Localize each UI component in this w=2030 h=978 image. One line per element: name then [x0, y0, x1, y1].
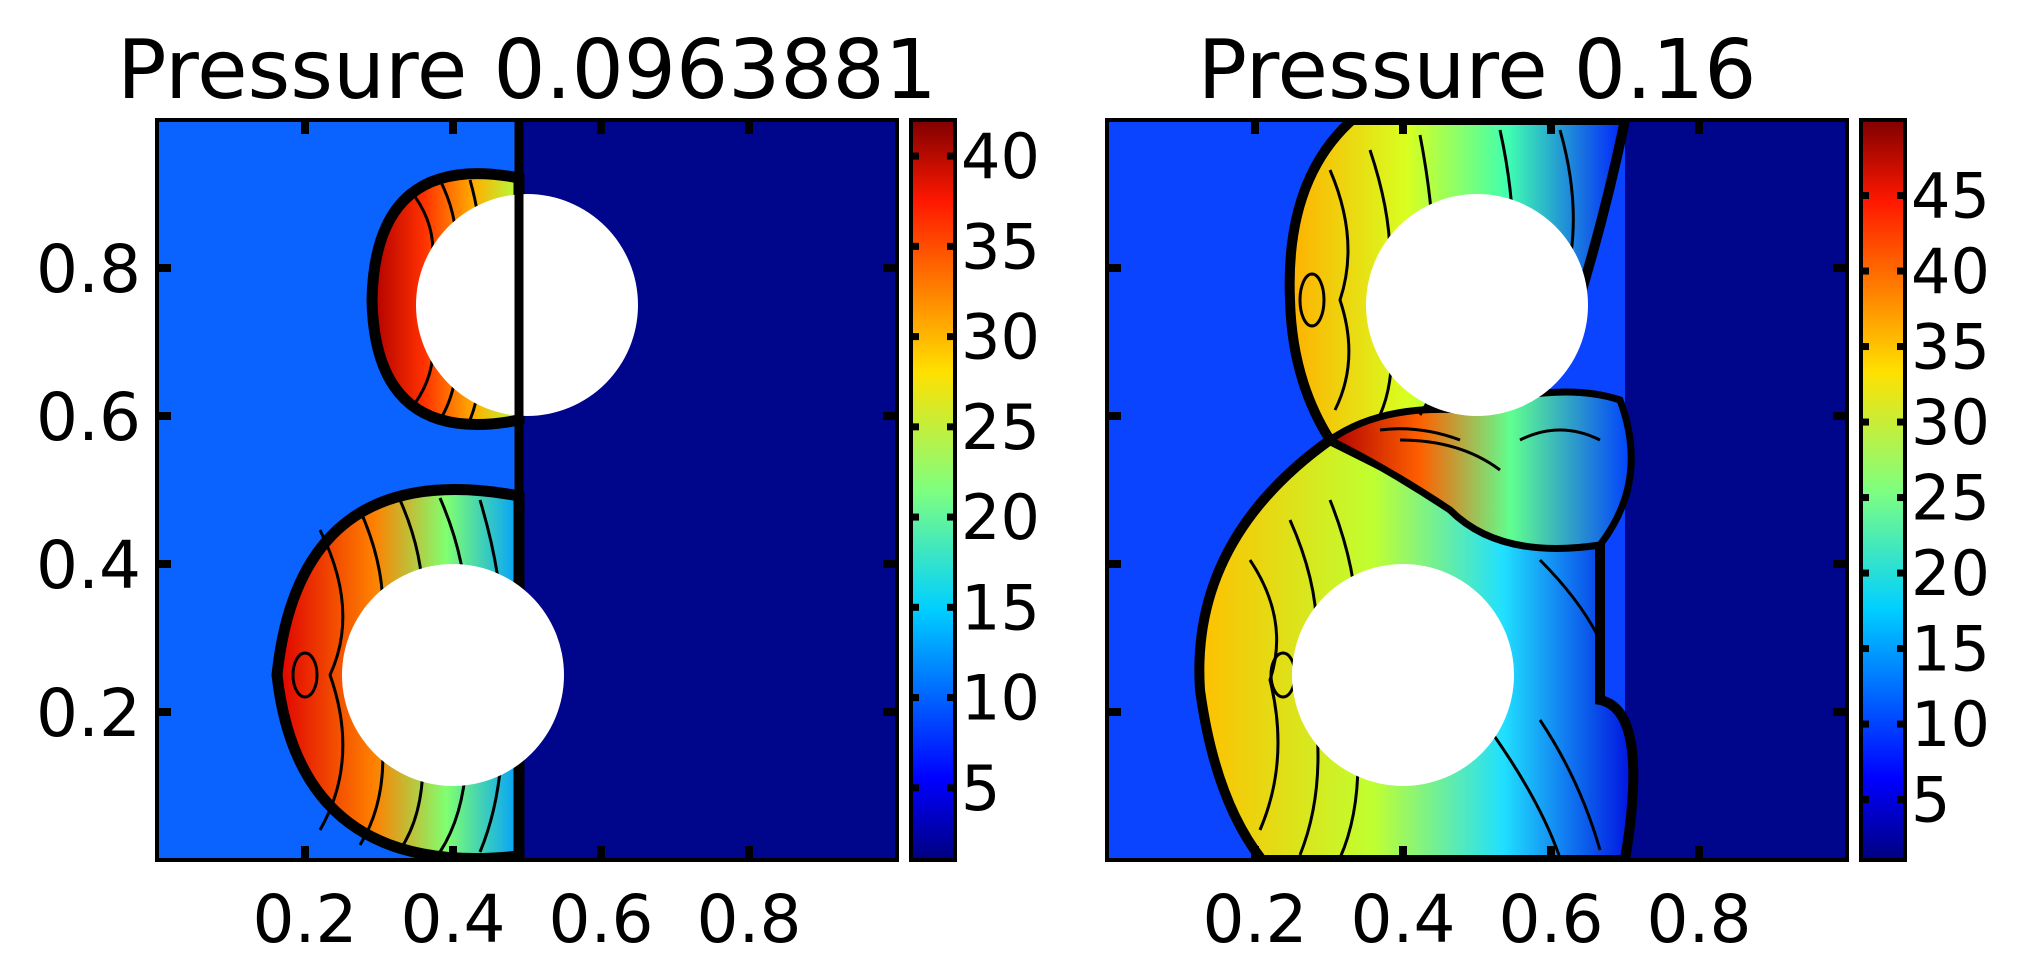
panel-1-ticks: 0.2 0.4 0.6 0.8 0.2 0.4 0.6 0.8 [36, 120, 897, 958]
y-tick-label: 0.6 [36, 379, 141, 456]
x-tick-label: 0.4 [1351, 881, 1456, 958]
panel-2-title: Pressure 0.16 [1198, 23, 1757, 118]
panel-2-ticks: 0.2 0.4 0.6 0.8 [1107, 120, 1847, 958]
panel-1-colorbar-gradient [909, 118, 957, 862]
colorbar-tick-label: 25 [961, 391, 1040, 464]
x-tick-label: 0.2 [1203, 881, 1308, 958]
colorbar-tick-label: 30 [1911, 386, 1990, 459]
colorbar-tick-label: 30 [961, 301, 1040, 374]
panel-1-colorbar: 5 10 15 20 25 30 35 40 [909, 118, 1040, 862]
panel-1-title: Pressure 0.0963881 [117, 23, 937, 118]
colorbar-tick-label: 20 [1911, 537, 1990, 610]
colorbar-tick-label: 15 [1911, 613, 1990, 686]
panel-2-ambient-region [1625, 120, 1847, 860]
y-tick-label: 0.8 [36, 231, 141, 308]
colorbar-tick-label: 5 [1911, 764, 1950, 837]
x-tick-label: 0.2 [253, 881, 358, 958]
colorbar-tick-label: 15 [961, 571, 1040, 644]
colorbar-tick-label: 10 [961, 662, 1040, 735]
colorbar-tick-label: 45 [1911, 160, 1990, 233]
panel-2-field [1107, 120, 1847, 860]
colorbar-tick-label: 40 [1911, 235, 1990, 308]
colorbar-tick-label: 20 [961, 481, 1040, 554]
colorbar-tick-label: 25 [1911, 462, 1990, 535]
colorbar-tick-label: 35 [961, 210, 1040, 283]
y-tick-label: 0.4 [36, 527, 141, 604]
y-tick-label: 0.2 [36, 675, 141, 752]
panel-1: Pressure 0.0963881 0.2 0.4 0.6 0.8 0.2 0.4 [36, 23, 1040, 958]
panel-1-field [157, 120, 897, 860]
panel-2-obstacle-bottom [1292, 564, 1514, 786]
panel-2-axes-frame [1105, 118, 1849, 862]
colorbar-tick-label: 40 [961, 120, 1040, 193]
panel-2: Pressure 0.16 [1105, 23, 1990, 958]
panel-1-obstacle-bottom [342, 564, 564, 786]
panel-1-axes-frame [155, 118, 899, 862]
colorbar-tick-label: 5 [961, 752, 1000, 825]
x-tick-label: 0.4 [401, 881, 506, 958]
colorbar-tick-label: 35 [1911, 311, 1990, 384]
x-tick-label: 0.6 [1499, 881, 1604, 958]
colorbar-tick-label: 10 [1911, 688, 1990, 761]
panel-2-obstacle-top [1366, 194, 1588, 416]
panel-1-obstacle-top [416, 194, 638, 416]
x-tick-label: 0.8 [1647, 881, 1752, 958]
x-tick-label: 0.8 [697, 881, 802, 958]
x-tick-label: 0.6 [549, 881, 654, 958]
panel-1-colorbar-ticks: 5 10 15 20 25 30 35 40 [911, 120, 1040, 825]
panel-2-colorbar-gradient [1859, 118, 1907, 862]
